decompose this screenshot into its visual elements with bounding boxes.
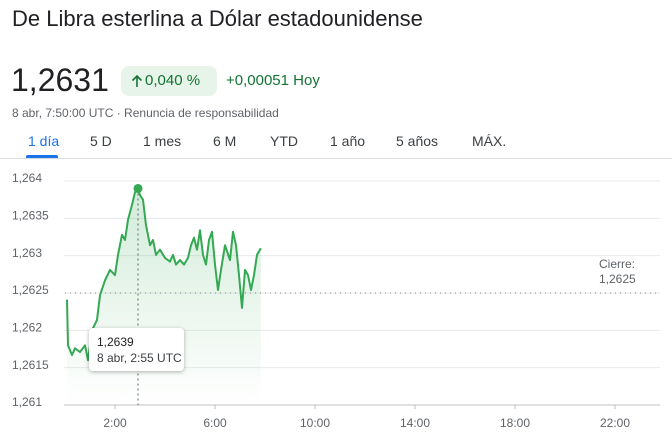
change-abs: +0,00051 Hoy [226, 72, 320, 89]
tooltip-value: 1,2639 [97, 335, 134, 349]
y-tick-label: 1,2625 [12, 283, 49, 297]
tooltip-dot [133, 183, 143, 193]
range-tab[interactable]: MÁX. [472, 133, 507, 149]
x-tick-label: 18:00 [500, 416, 530, 430]
range-tab[interactable]: 1 mes [143, 133, 182, 149]
page-title: De Libra esterlina a Dólar estadounidens… [12, 6, 423, 31]
x-tick-label: 14:00 [400, 416, 430, 430]
y-tick-label: 1,2635 [12, 209, 49, 223]
separator [0, 158, 672, 159]
range-tab[interactable]: 5 años [396, 133, 439, 149]
y-tick-label: 1,2615 [12, 358, 49, 372]
tooltip [89, 328, 184, 371]
range-tab[interactable]: 1 día [28, 133, 60, 149]
previous-close-label: 1,2625 [599, 272, 636, 286]
range-tab[interactable]: YTD [270, 133, 298, 149]
x-tick-label: 2:00 [103, 416, 127, 430]
tooltip-time: 8 abr, 2:55 UTC [97, 351, 182, 365]
price-line [66, 187, 262, 362]
price: 1,2631 [11, 62, 109, 98]
range-tab[interactable]: 1 año [330, 133, 366, 149]
change-percent: 0,040 % [145, 72, 201, 89]
range-tab[interactable]: 5 D [90, 133, 112, 149]
change-pill [121, 66, 217, 96]
y-tick-label: 1,262 [12, 321, 42, 335]
up-arrow-icon [131, 74, 143, 87]
timestamp: 8 abr, 7:50:00 UTC · Renuncia de respons… [12, 106, 279, 120]
y-tick-label: 1,263 [12, 246, 42, 260]
y-tick-label: 1,264 [12, 171, 42, 185]
x-tick-label: 10:00 [300, 416, 330, 430]
x-tick-label: 6:00 [203, 416, 227, 430]
area-fill [67, 188, 261, 405]
previous-close-title: Cierre: [599, 257, 635, 271]
range-tab[interactable]: 6 M [213, 133, 237, 149]
tab-underline [26, 155, 58, 158]
y-tick-label: 1,261 [12, 395, 42, 409]
x-tick-label: 22:00 [600, 416, 630, 430]
